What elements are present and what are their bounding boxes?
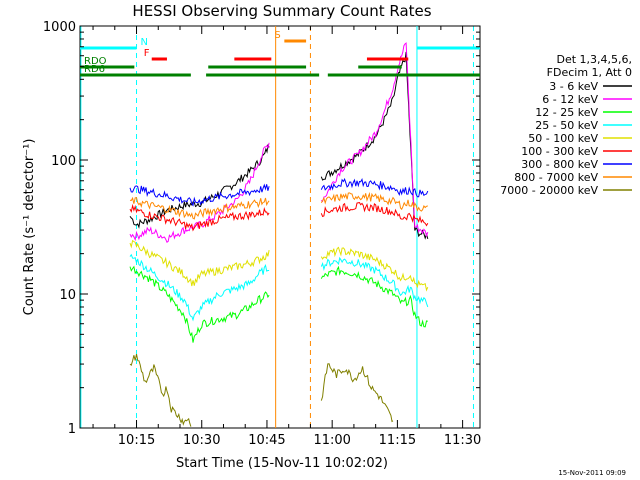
- series-7000-20000-kev: [129, 354, 394, 427]
- flag-n: N: [80, 37, 480, 50]
- legend-label: 300 - 800 keV: [521, 158, 598, 171]
- flag-s: S: [274, 30, 307, 43]
- series-line: [129, 144, 270, 229]
- series-line: [129, 253, 270, 322]
- series-line: [320, 265, 428, 328]
- series-100-300-kev: [129, 202, 429, 232]
- x-axis: 10:15 10:30 10:45 11:00 11:15 11:30: [92, 26, 481, 448]
- series-800-7000-kev: [129, 191, 428, 220]
- generated-timestamp: 15-Nov-2011 09:09: [558, 469, 626, 477]
- series-25-50-kev: [129, 253, 429, 322]
- x-tick-label: 11:30: [444, 433, 481, 448]
- x-tick-label: 11:00: [313, 433, 350, 448]
- legend-header-line-1: Det 1,3,4,5,6,: [556, 53, 632, 66]
- legend: Det 1,3,4,5,6, FDecim 1, Att 0 3 - 6 keV…: [500, 53, 632, 197]
- y-tick-label: 1000: [43, 20, 76, 35]
- x-tick-label: 10:15: [118, 433, 155, 448]
- series-line: [320, 177, 429, 198]
- series-line: [320, 246, 429, 292]
- legend-label: 6 - 12 keV: [542, 93, 598, 106]
- x-tick-label: 10:30: [183, 433, 220, 448]
- series-line: [129, 203, 270, 232]
- y-tick-label: 1: [68, 422, 76, 437]
- y-tick-label: 10: [59, 288, 76, 303]
- vertical-markers-layer: [80, 26, 474, 428]
- y-tick-label: 100: [51, 154, 76, 169]
- y-axis: 1 10 100 1000: [43, 20, 480, 437]
- flag-label: S: [274, 30, 280, 41]
- legend-label: 25 - 50 keV: [535, 119, 598, 132]
- plot-frame: [79, 25, 481, 429]
- legend-label: 3 - 6 keV: [549, 80, 598, 93]
- series-300-800-kev: [129, 177, 429, 207]
- series-50-100-kev: [129, 239, 429, 292]
- series-line: [129, 354, 192, 427]
- series-line: [129, 265, 270, 343]
- series-12-25-kev: [129, 265, 428, 343]
- flag-rdo: RDO: [80, 56, 402, 69]
- legend-label: 7000 - 20000 keV: [500, 184, 598, 197]
- chart-title: HESSI Observing Summary Count Rates: [132, 2, 431, 20]
- x-axis-label: Start Time (15-Nov-11 10:02:02): [176, 456, 388, 471]
- legend-label: 50 - 100 keV: [528, 132, 598, 145]
- series-line: [320, 42, 429, 238]
- series-line: [129, 239, 270, 287]
- legend-label: 800 - 7000 keV: [514, 171, 598, 184]
- x-tick-label: 10:45: [248, 433, 285, 448]
- x-tick-label: 11:15: [379, 433, 416, 448]
- legend-header-line-2: FDecim 1, Att 0: [547, 66, 632, 79]
- series-line: [129, 183, 270, 207]
- series-line: [320, 256, 429, 308]
- flag-rd6: RD6: [80, 64, 480, 77]
- series-6-12-kev: [129, 42, 429, 243]
- flag-label: RD6: [84, 64, 105, 75]
- flag-label: F: [144, 48, 150, 59]
- series-line: [129, 142, 270, 243]
- series-layer: [129, 42, 429, 427]
- series-line: [320, 191, 428, 212]
- flag-f: F: [144, 48, 409, 61]
- series-line: [320, 202, 429, 227]
- series-line: [129, 196, 270, 220]
- flag-label: RDO: [84, 56, 107, 67]
- series-line: [320, 363, 394, 423]
- flag-label: N: [141, 37, 148, 48]
- legend-label: 12 - 25 keV: [535, 106, 598, 119]
- legend-label: 100 - 300 keV: [521, 145, 598, 158]
- y-axis-label: Count Rate (s⁻¹ detector⁻¹): [22, 139, 37, 316]
